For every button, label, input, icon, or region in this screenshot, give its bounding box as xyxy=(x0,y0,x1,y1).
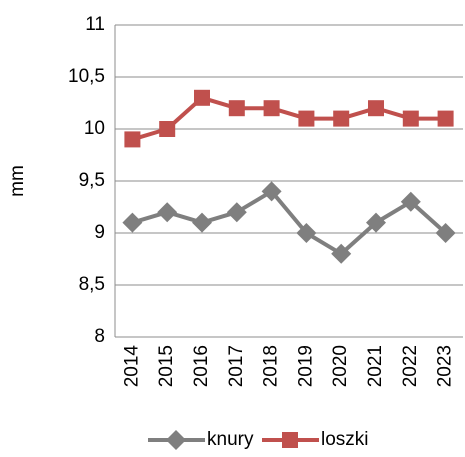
legend-marker xyxy=(282,432,298,448)
data-point xyxy=(194,89,210,106)
data-point xyxy=(226,202,247,223)
y-tick-label: 8 xyxy=(94,326,105,347)
x-tick-label: 2019 xyxy=(295,345,316,387)
y-tick-label: 10 xyxy=(84,118,105,139)
data-point xyxy=(228,100,245,117)
data-point xyxy=(298,110,315,127)
data-point xyxy=(368,100,384,117)
y-tick-label: 11 xyxy=(85,14,105,35)
data-point xyxy=(366,212,386,233)
data-point xyxy=(261,181,282,202)
y-axis-label: mm xyxy=(7,165,28,197)
legend-marker xyxy=(166,430,186,450)
x-tick-label: 2015 xyxy=(156,345,177,387)
y-tick-label: 9 xyxy=(94,222,105,243)
series-line xyxy=(131,189,447,256)
x-tick-label: 2018 xyxy=(261,345,282,387)
data-point xyxy=(402,110,419,127)
data-point xyxy=(437,110,454,127)
x-tick-label: 2017 xyxy=(226,345,247,387)
x-tick-label: 2016 xyxy=(191,345,212,387)
x-tick-label: 2021 xyxy=(365,345,386,387)
data-point xyxy=(263,100,280,117)
y-tick-label: 8,5 xyxy=(79,274,105,295)
x-tick-label: 2023 xyxy=(435,345,456,387)
data-point xyxy=(296,223,317,243)
data-point xyxy=(435,223,456,243)
y-tick-label: 9,5 xyxy=(79,170,105,191)
legend-label: loszki xyxy=(321,429,369,450)
data-point xyxy=(124,131,141,148)
x-tick-label: 2014 xyxy=(121,345,142,388)
data-point xyxy=(400,191,421,212)
data-point xyxy=(159,121,176,137)
x-tick-label: 2022 xyxy=(400,345,421,387)
x-tick-label: 2020 xyxy=(330,345,351,387)
y-tick-label: 10,5 xyxy=(68,66,105,87)
data-point xyxy=(331,243,352,264)
data-point xyxy=(333,110,350,127)
series-line xyxy=(131,95,446,142)
data-point xyxy=(122,212,143,233)
data-point xyxy=(157,202,178,223)
legend-label: knury xyxy=(207,429,254,450)
data-point xyxy=(192,212,212,233)
